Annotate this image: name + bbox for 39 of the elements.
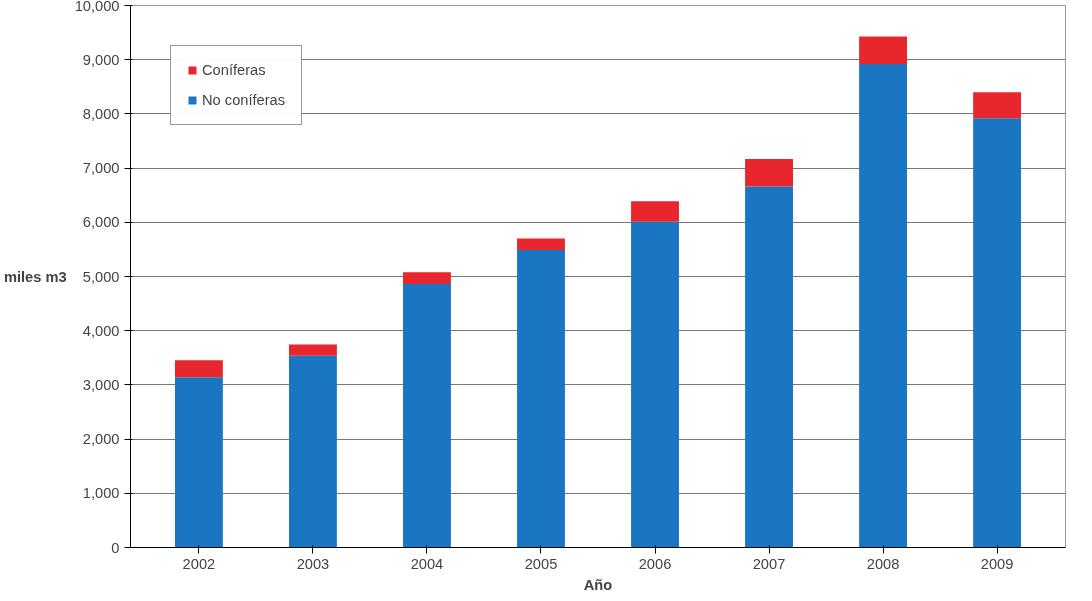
y-tick-label: 9,000	[82, 51, 120, 68]
bar	[859, 64, 908, 548]
bar	[174, 360, 223, 378]
x-tick-label: 2004	[410, 555, 444, 572]
bar	[859, 36, 908, 65]
bar	[517, 238, 565, 250]
x-tick-label: 2007	[752, 555, 786, 572]
legend-label: No coníferas	[202, 92, 286, 108]
y-tick-label: 8,000	[82, 105, 120, 122]
y-tick-label: 2,000	[82, 431, 120, 448]
y-tick-label: 4,000	[82, 322, 120, 339]
bar	[403, 272, 451, 285]
y-tick-label: 6,000	[82, 214, 120, 231]
x-axis-title: Año	[583, 576, 613, 593]
x-tick-label: 2002	[182, 555, 216, 572]
y-tick-label: 7,000	[82, 160, 120, 177]
x-tick-label: 2009	[980, 555, 1014, 572]
y-tick-label: 10,000	[74, 0, 120, 14]
y-tick-label: 0	[111, 539, 120, 556]
bar	[631, 221, 679, 548]
x-tick-label: 2006	[638, 555, 672, 572]
legend-label: Coníferas	[202, 62, 266, 78]
y-tick-label: 5,000	[82, 268, 120, 285]
bar	[174, 377, 223, 548]
x-tick-label: 2003	[296, 555, 330, 572]
bar	[517, 249, 565, 548]
bar	[745, 158, 793, 187]
y-axis-title: miles m3	[3, 268, 67, 285]
x-tick-label: 2005	[524, 555, 558, 572]
y-tick-label: 3,000	[82, 376, 120, 393]
bar	[403, 284, 451, 548]
bar	[973, 92, 1022, 119]
bar	[745, 186, 793, 548]
bar	[288, 344, 337, 356]
bar	[973, 118, 1022, 548]
x-tick-label: 2008	[866, 555, 900, 572]
bar	[631, 201, 679, 222]
bar	[288, 355, 337, 548]
y-tick-label: 1,000	[82, 485, 120, 502]
